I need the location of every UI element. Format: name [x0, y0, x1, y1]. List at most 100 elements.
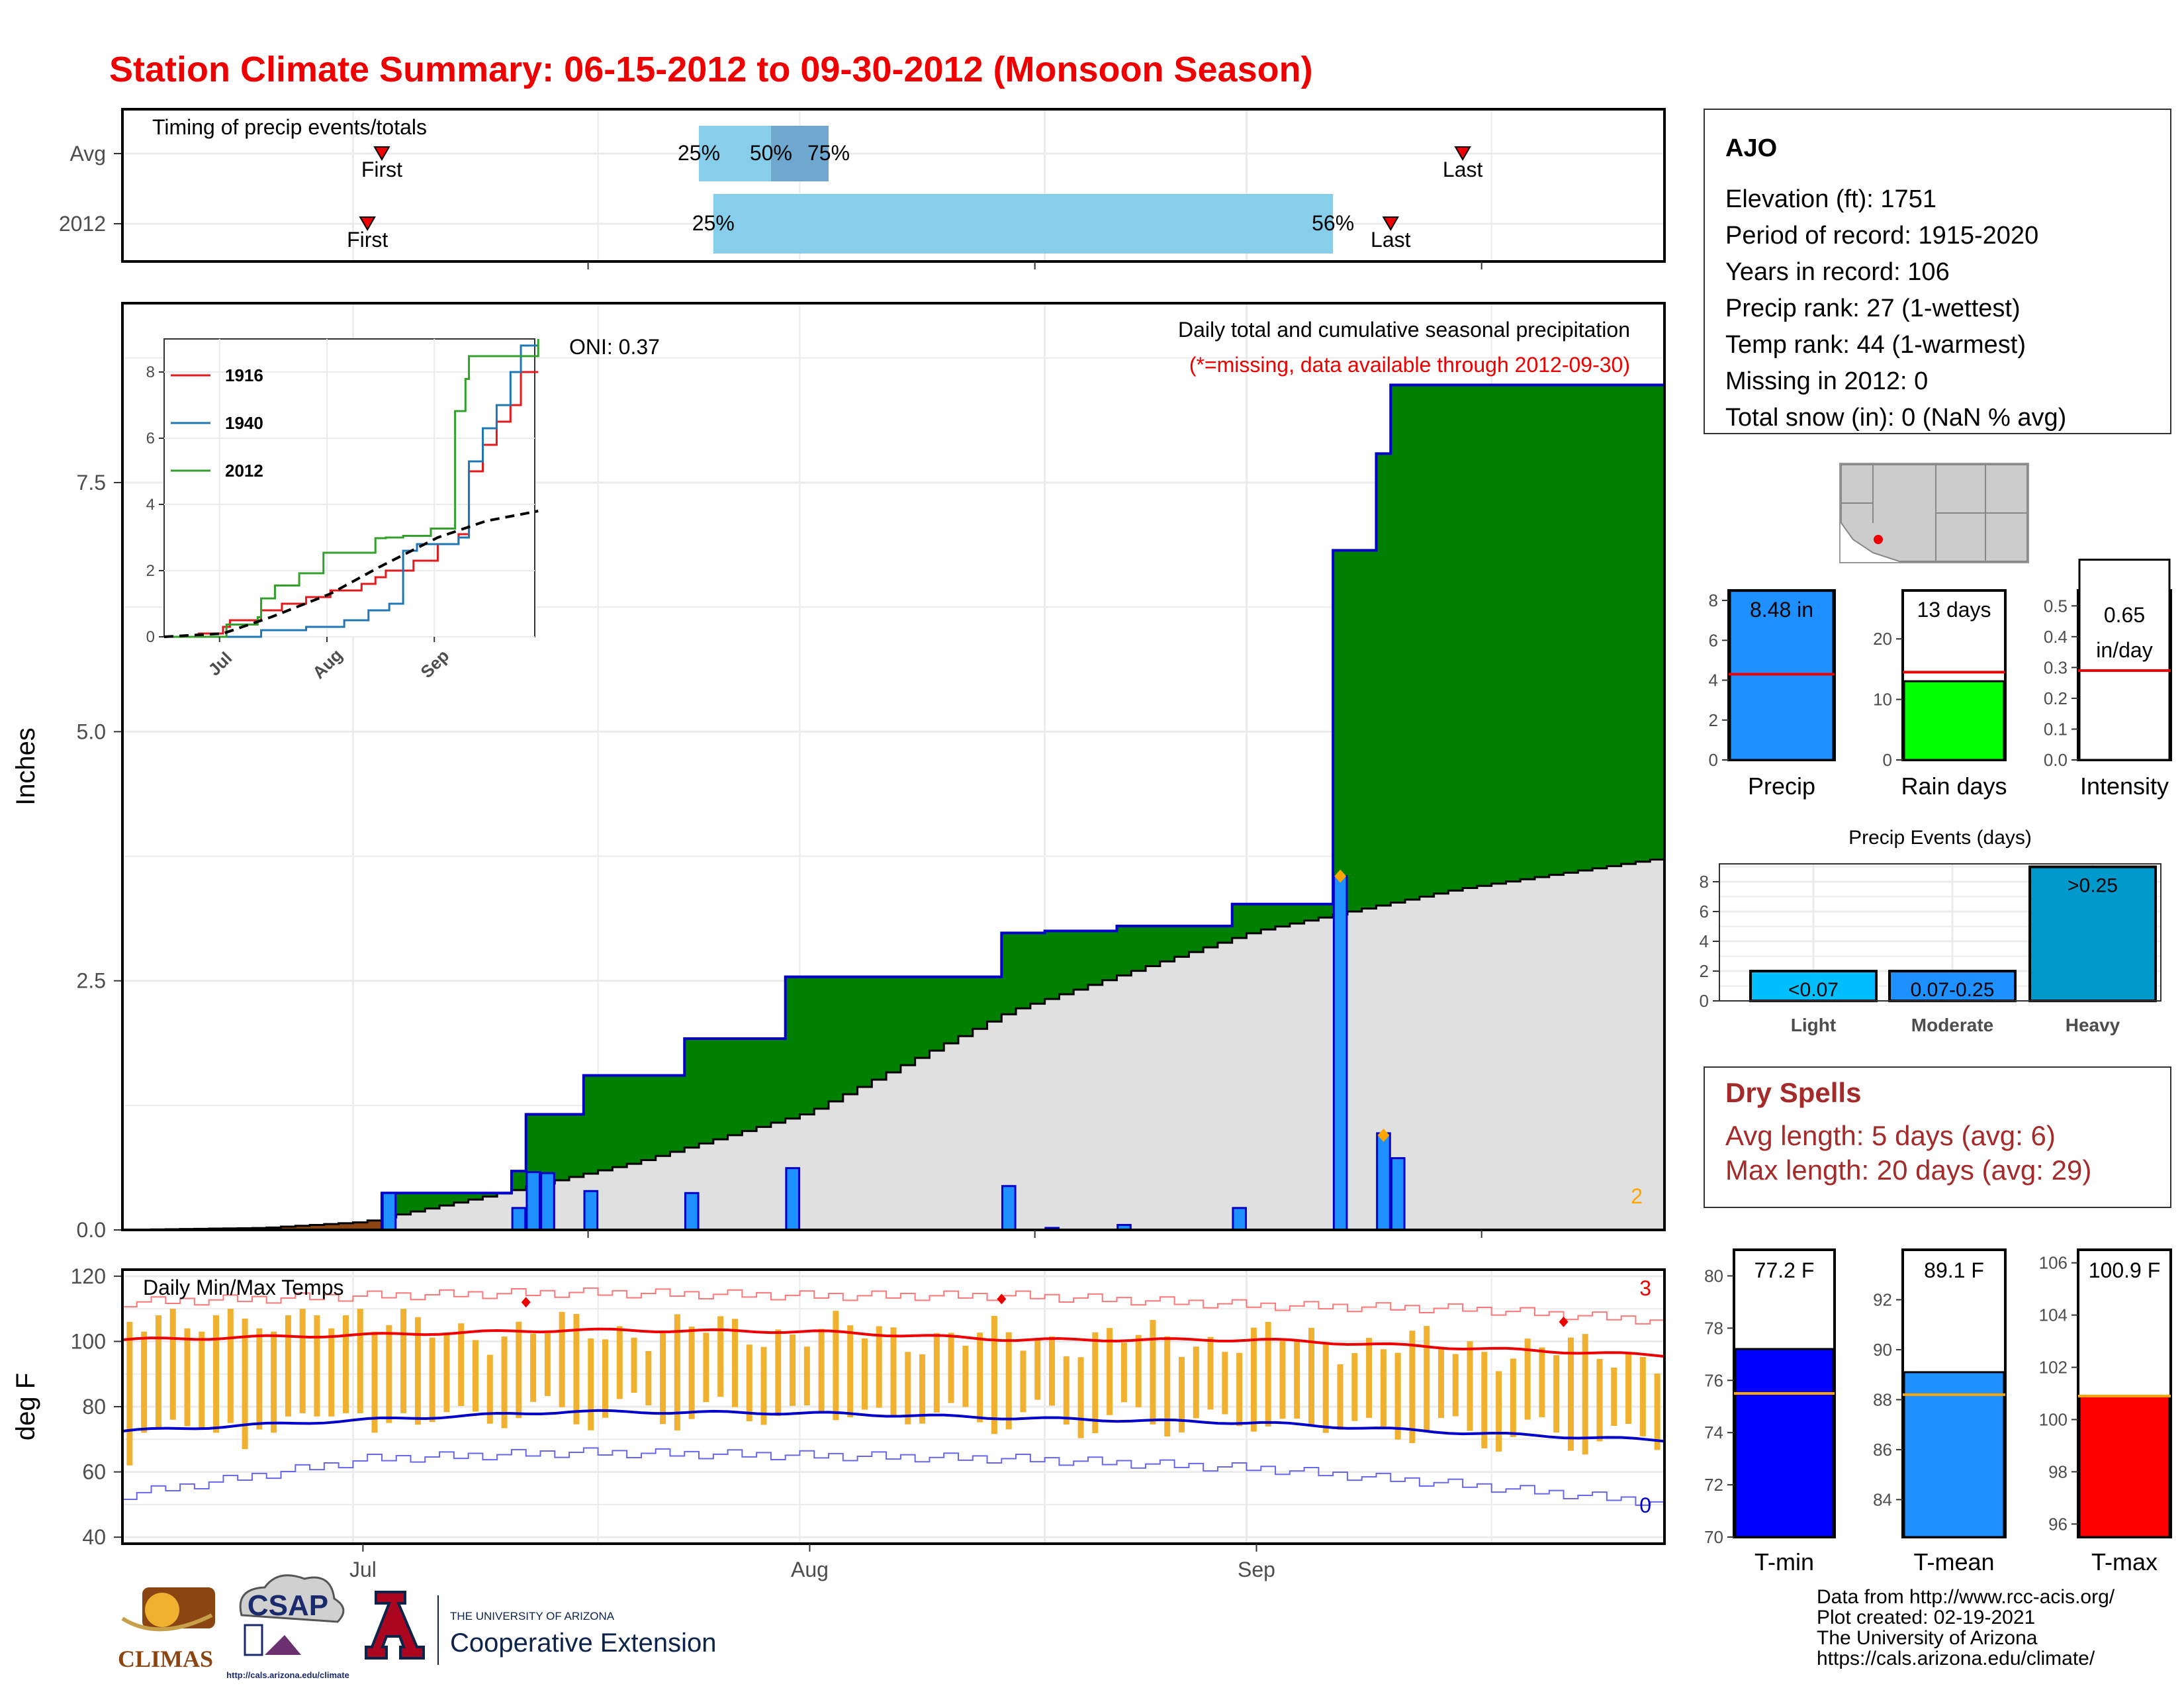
tmax-y-tick: 100	[2039, 1409, 2068, 1429]
intensity-y-tick: 0.1	[2044, 719, 2068, 739]
intensity-y-tick: 0.4	[2044, 627, 2068, 647]
daily-precip-bar	[1001, 1185, 1017, 1231]
surplus-area	[842, 976, 858, 1094]
inset-y-tick: 8	[146, 363, 155, 381]
surplus-area	[1563, 385, 1578, 873]
daily-precip-bar	[511, 1207, 527, 1231]
avg-first-marker	[373, 146, 390, 161]
surplus-area	[655, 1075, 670, 1156]
intensity-y-tick: 0.0	[2044, 750, 2068, 770]
surplus-area	[1044, 931, 1060, 1000]
surplus-area	[1189, 925, 1204, 953]
inset-y-tick: 4	[146, 496, 155, 514]
temp-y-tick-label: 120	[71, 1264, 106, 1288]
average-min-line	[122, 1409, 1665, 1443]
inset-series-1940	[164, 344, 539, 638]
surplus-area	[1318, 904, 1334, 918]
surplus-area	[569, 1114, 584, 1177]
y-tick-label: 0.0	[77, 1218, 106, 1242]
deficit-area	[324, 1224, 340, 1230]
average-cumulative-line	[121, 858, 1664, 1231]
normal-area	[555, 1180, 570, 1230]
normal-area	[1606, 866, 1622, 1230]
normal-area	[1506, 881, 1521, 1230]
normal-area	[1087, 984, 1103, 1230]
record-low-line	[122, 1447, 1665, 1506]
normal-area	[468, 1199, 483, 1230]
temp-y-axis-title: deg F	[11, 1373, 40, 1440]
rain_days-y-tick: 10	[1873, 690, 1892, 710]
surplus-area	[915, 976, 930, 1058]
normal-area	[713, 1139, 729, 1230]
surplus-area	[1232, 904, 1248, 939]
tmax-y-tick: 106	[2039, 1253, 2068, 1273]
page-title: Station Climate Summary: 06-15-2012 to 0…	[109, 50, 1313, 89]
normal-area	[1044, 999, 1060, 1230]
average-max-line	[122, 1327, 1665, 1358]
precip-event-category: Moderate	[1911, 1015, 1993, 1035]
surplus-area	[1246, 904, 1261, 933]
surplus-area	[410, 1193, 426, 1212]
temp-y-tick-label: 80	[82, 1395, 106, 1419]
csap-logo-cloud	[239, 1574, 345, 1623]
surplus-area	[1621, 385, 1636, 865]
dry-spells-avg: Avg length: 5 days (avg: 6)	[1725, 1120, 2056, 1151]
surplus-area	[511, 1171, 527, 1190]
surplus-area	[929, 976, 944, 1051]
daily-precip-bar	[381, 1192, 397, 1231]
missing-count: 2	[1631, 1184, 1643, 1208]
normal-area	[829, 1101, 844, 1230]
inset-average-line	[163, 510, 539, 638]
y2012-last-marker	[1382, 216, 1399, 231]
surplus-area	[641, 1075, 657, 1160]
avg-p75-label: 75%	[807, 141, 850, 165]
record-marker	[1334, 869, 1347, 883]
surplus-area	[799, 976, 815, 1115]
surplus-area	[468, 1193, 483, 1200]
record-min-count: 0	[1639, 1493, 1651, 1517]
inset-legend-label: 1940	[225, 413, 263, 433]
surplus-area	[1506, 385, 1521, 882]
surplus-area	[1087, 931, 1103, 985]
daily-precip-bar	[583, 1190, 599, 1231]
normal-area	[1578, 870, 1593, 1230]
tmin-value-label: 77.2 F	[1754, 1258, 1815, 1282]
tmean-y-tick: 86	[1873, 1440, 1892, 1460]
precip-event-bar-label: 0.07-0.25	[1911, 979, 1995, 1001]
timing-row-label-avg: Avg	[69, 142, 106, 165]
inset-y-tick: 0	[146, 628, 155, 646]
normal-area	[1549, 874, 1565, 1230]
surplus-area	[1102, 931, 1118, 980]
station-info-line: Years in record: 106	[1725, 258, 1950, 286]
precip-y-tick: 8	[1709, 590, 1718, 610]
surplus-area	[1261, 904, 1276, 930]
normal-area	[1361, 908, 1377, 1230]
surplus-area	[425, 1193, 440, 1209]
avg-first-label: First	[361, 158, 402, 181]
surplus-area	[785, 976, 800, 1119]
intensity-y-tick: 0.2	[2044, 688, 2068, 708]
normal-area	[1433, 893, 1449, 1230]
y2012-p25-label: 25%	[692, 211, 735, 235]
precip-event-bar	[2028, 865, 2157, 1002]
normal-area	[872, 1080, 887, 1230]
precip-events-y-tick: 8	[1700, 872, 1709, 892]
tmax-y-tick: 104	[2039, 1305, 2068, 1325]
normal-area	[670, 1151, 685, 1230]
surplus-area	[1001, 933, 1017, 1015]
daily-precip-bar	[785, 1167, 800, 1231]
normal-area	[1059, 994, 1074, 1230]
daily-precip-bar	[1390, 1157, 1406, 1231]
normal-area	[1102, 980, 1118, 1230]
tmean-y-tick: 88	[1873, 1389, 1892, 1409]
surplus-area	[1419, 385, 1435, 897]
avg-last-label: Last	[1443, 158, 1483, 181]
precip-event-bar	[1749, 970, 1878, 1002]
normal-area	[857, 1086, 872, 1230]
normal-area	[655, 1156, 670, 1230]
rain_days-y-tick: 20	[1873, 629, 1892, 649]
precip-y-tick: 4	[1709, 671, 1718, 690]
surplus-area	[1390, 385, 1406, 903]
surplus-area	[1433, 385, 1449, 894]
surplus-area	[1160, 925, 1175, 962]
